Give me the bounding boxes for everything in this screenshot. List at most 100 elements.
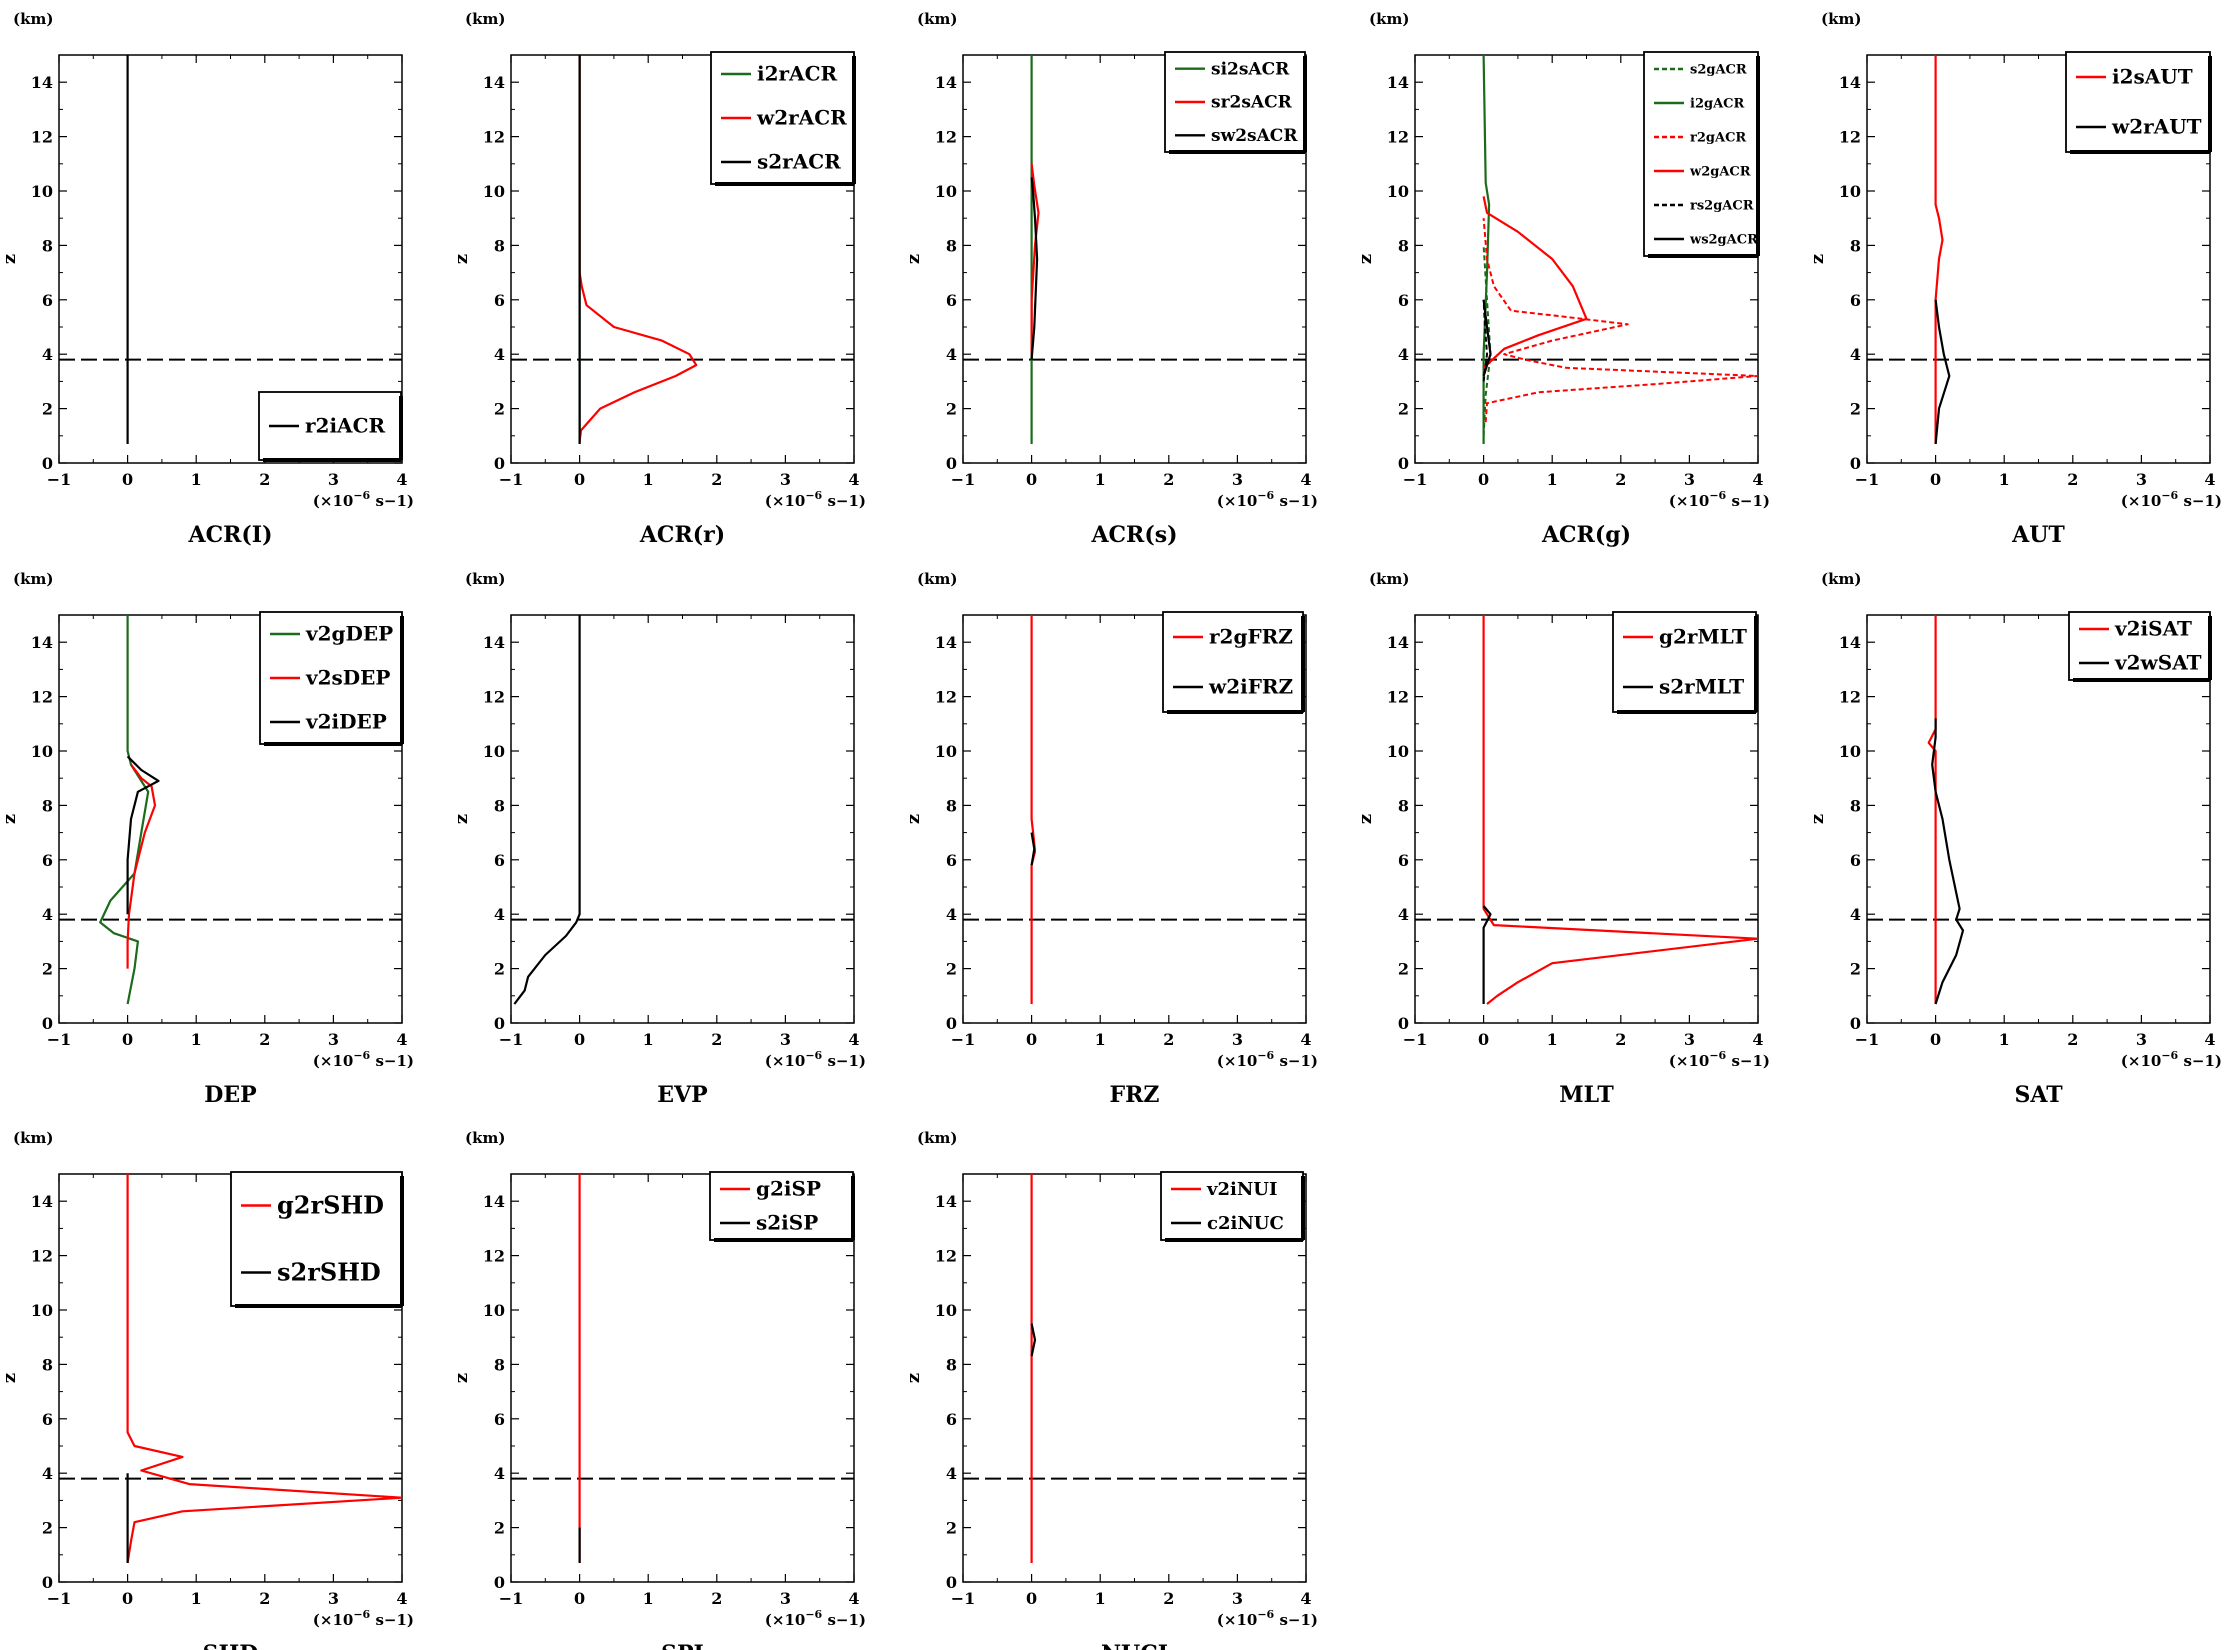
y-axis-label: z [1355,254,1376,264]
y-tick-label: 10 [31,742,53,761]
y-tick-label: 8 [1398,796,1409,815]
x-tick-label: 1 [1547,470,1558,489]
y-tick-label: 8 [946,1355,957,1374]
x-tick-label: 3 [1232,1589,1243,1608]
panel-title: AUT [2011,522,2065,548]
x-tick-label: −1 [1855,470,1880,489]
x-tick-label: −1 [951,1030,976,1049]
x-unit-label: (×10−6 s−1) [2121,489,2222,510]
y-tick-label: 6 [1850,851,1861,870]
x-tick-label: −1 [47,470,72,489]
legend-label: s2rSHD [277,1257,381,1286]
y-tick-label: 4 [946,1464,957,1483]
y-tick-label: 0 [42,1573,53,1592]
x-tick-label: 1 [1999,470,2010,489]
y-tick-label: 12 [483,1247,505,1266]
x-tick-label: 3 [328,470,339,489]
legend-label: w2iFRZ [1208,675,1293,699]
x-tick-label: −1 [47,1030,72,1049]
legend-label: v2iDEP [305,710,387,734]
x-tick-label: 1 [191,470,202,489]
y-unit-label: (km) [1821,570,1861,588]
panel-title: DEP [204,1082,256,1108]
y-tick-label: 4 [946,345,957,364]
y-tick-label: 4 [494,905,505,924]
y-tick-label: 14 [483,1192,505,1211]
panel-title: EVP [657,1082,707,1108]
legend-label: s2gACR [1690,62,1747,77]
y-axis-label: z [1807,254,1828,264]
y-tick-label: 6 [946,1410,957,1429]
x-unit-label: (×10−6 s−1) [1217,489,1318,510]
x-tick-label: 1 [1999,1030,2010,1049]
x-tick-label: 1 [1095,1589,1106,1608]
legend-box [1612,611,1757,713]
series-line-v2wSAT [1931,718,1965,1005]
y-tick-label: 2 [1850,400,1861,419]
x-unit-label: (×10−6 s−1) [1669,1049,1770,1070]
x-tick-label: 0 [1026,1589,1037,1608]
x-unit-label: (×10−6 s−1) [765,489,866,510]
y-axis-label: z [903,254,924,264]
x-tick-label: 1 [1095,1030,1106,1049]
y-tick-label: 10 [1387,182,1409,201]
y-tick-label: 2 [42,400,53,419]
y-tick-label: 4 [42,1464,53,1483]
y-unit-label: (km) [465,1129,505,1147]
y-tick-label: 14 [483,633,505,652]
x-tick-label: 3 [1232,470,1243,489]
panel-title: NUCI [1101,1641,1168,1650]
y-tick-label: 4 [494,345,505,364]
series-line-profile [513,615,581,1005]
y-tick-label: 6 [1398,291,1409,310]
x-tick-label: 0 [1930,1030,1941,1049]
y-tick-label: 12 [31,128,53,147]
y-tick-label: 4 [1850,345,1861,364]
x-tick-label: −1 [1403,470,1428,489]
legend-label: v2sDEP [305,666,390,690]
x-tick-label: −1 [499,1030,524,1049]
legend-label: ws2gACR [1689,232,1758,247]
legend-label: v2wSAT [2114,651,2202,675]
series-line-v2iDEP [126,755,160,915]
x-tick-label: 2 [2067,1030,2078,1049]
y-tick-label: 0 [1850,1014,1861,1033]
y-tick-label: 12 [483,688,505,707]
y-tick-label: 0 [946,454,957,473]
x-unit-label: (×10−6 s−1) [313,489,414,510]
y-tick-label: 10 [483,742,505,761]
x-unit-label: (×10−6 s−1) [2121,1049,2222,1070]
panel-title: SPI [661,1641,704,1650]
y-tick-label: 12 [483,128,505,147]
y-tick-label: 4 [494,1464,505,1483]
legend: i2rACR w2rACR s2rACR [710,51,856,186]
y-tick-label: 12 [31,1247,53,1266]
panel-title: FRZ [1110,1082,1160,1108]
y-tick-label: 10 [935,1301,957,1320]
y-tick-label: 4 [42,345,53,364]
y-tick-label: 8 [1850,236,1861,255]
x-tick-label: 4 [1300,1589,1311,1608]
x-tick-label: 2 [1163,1030,1174,1049]
y-unit-label: (km) [917,1129,957,1147]
y-tick-label: 12 [935,128,957,147]
legend-box [709,1171,854,1241]
x-tick-label: 0 [1930,470,1941,489]
y-unit-label: (km) [465,570,505,588]
x-tick-label: 4 [848,1589,859,1608]
y-tick-label: 14 [935,1192,957,1211]
legend-label: w2gACR [1689,164,1751,179]
y-tick-label: 2 [1850,960,1861,979]
legend-label: rs2gACR [1690,198,1754,213]
y-tick-label: 4 [1398,905,1409,924]
legend-label: s2rMLT [1659,675,1744,699]
x-tick-label: 3 [1684,470,1695,489]
x-tick-label: 0 [574,470,585,489]
y-axis-label: z [0,814,20,824]
y-tick-label: 0 [494,1573,505,1592]
